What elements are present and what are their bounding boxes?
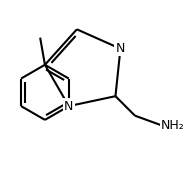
Text: N: N (64, 100, 73, 113)
Text: N: N (116, 42, 125, 55)
Text: NH₂: NH₂ (161, 119, 185, 132)
